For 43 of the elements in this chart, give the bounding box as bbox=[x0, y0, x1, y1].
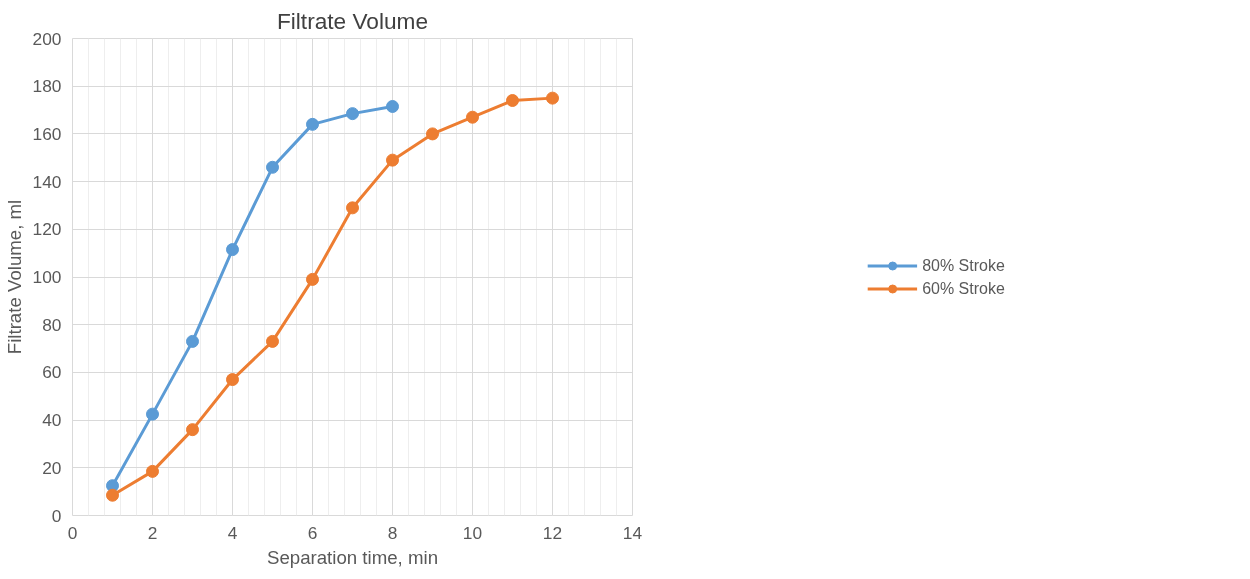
point bbox=[146, 407, 159, 421]
y-tick-label: 40 bbox=[42, 410, 62, 431]
point bbox=[466, 110, 479, 124]
y-tick-label: 0 bbox=[51, 505, 62, 526]
y-tick-label: 120 bbox=[32, 219, 62, 240]
legend-label: 60% Stroke bbox=[922, 279, 1005, 297]
x-tick-label: 2 bbox=[147, 522, 158, 543]
x-axis-title: Separation time, min bbox=[266, 546, 439, 568]
point bbox=[346, 201, 359, 215]
point bbox=[506, 94, 519, 107]
x-tick-label: 12 bbox=[542, 522, 563, 543]
x-tick-label: 10 bbox=[462, 522, 483, 543]
y-tick-label: 200 bbox=[32, 28, 62, 49]
x-tick-label: 14 bbox=[622, 522, 643, 543]
y-tick-label: 100 bbox=[32, 267, 62, 287]
y-tick-label: 20 bbox=[42, 457, 62, 478]
x-tick-label: 0 bbox=[67, 522, 78, 543]
point bbox=[146, 464, 159, 478]
point bbox=[226, 243, 239, 257]
point bbox=[426, 127, 439, 141]
chart-title: Filtrate Volume bbox=[276, 7, 429, 34]
point bbox=[346, 107, 359, 121]
point bbox=[386, 99, 399, 113]
y-tick-label: 160 bbox=[32, 123, 62, 144]
x-tick-label: 4 bbox=[227, 522, 238, 543]
point bbox=[186, 334, 199, 348]
point bbox=[306, 117, 319, 131]
y-tick-label: 80 bbox=[42, 314, 62, 335]
point bbox=[266, 334, 279, 348]
point bbox=[546, 91, 559, 105]
point bbox=[306, 272, 319, 286]
point bbox=[106, 488, 119, 502]
point bbox=[186, 423, 199, 437]
x-tick-label: 8 bbox=[387, 522, 398, 543]
point bbox=[226, 373, 239, 387]
y-tick-label: 60 bbox=[42, 362, 62, 383]
legend-label: 80% Stroke bbox=[922, 256, 1005, 274]
x-tick-label: 6 bbox=[307, 522, 318, 543]
y-axis-title: Filtrate Volume, ml bbox=[3, 199, 25, 355]
point bbox=[266, 160, 279, 174]
point bbox=[386, 153, 399, 167]
y-tick-label: 140 bbox=[32, 171, 62, 192]
y-tick-label: 180 bbox=[32, 76, 62, 97]
